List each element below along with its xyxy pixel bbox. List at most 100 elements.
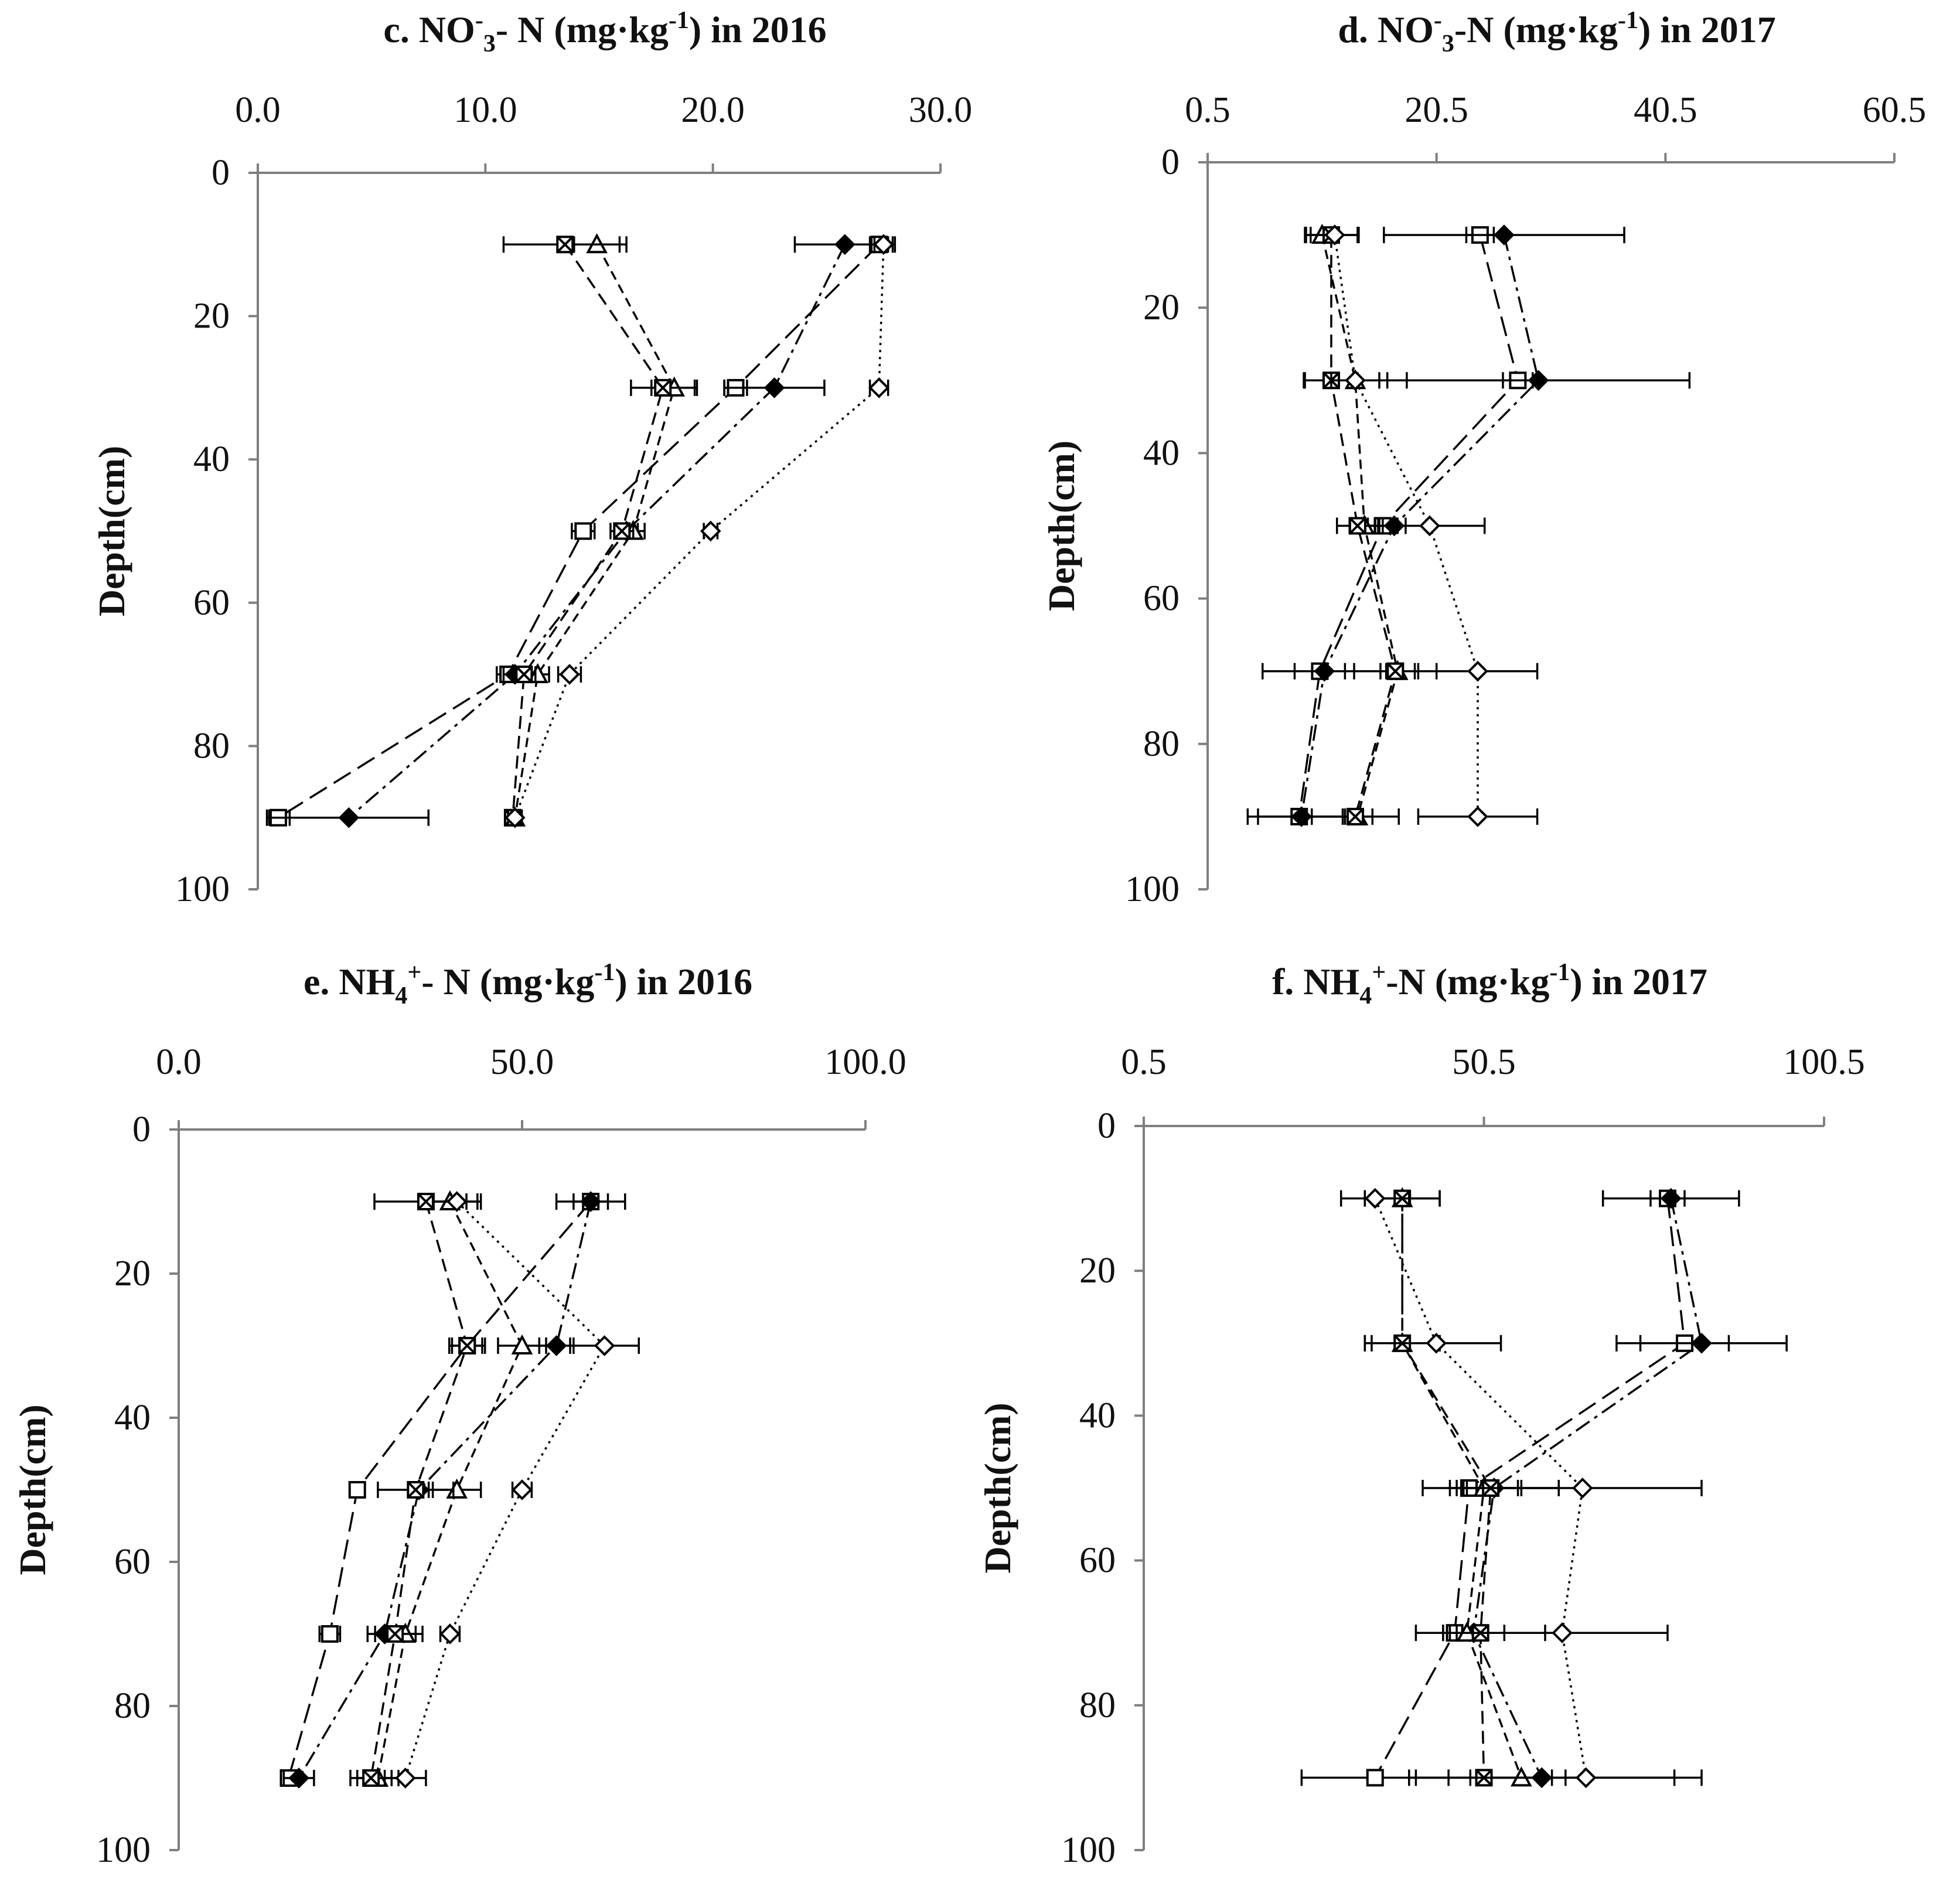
data-point [321, 1625, 339, 1643]
series-1 [265, 236, 889, 827]
data-point [556, 236, 574, 254]
y-tick-label: 0 [212, 153, 230, 193]
data-point [1426, 1332, 1447, 1354]
x-tick-label: 20.5 [1405, 90, 1468, 130]
data-point [873, 234, 894, 255]
x-tick-label: 10.0 [454, 90, 517, 130]
title-sup1: - [1434, 7, 1442, 34]
y-tick-label: 100 [1061, 1830, 1116, 1870]
y-tick-label: 40 [193, 439, 230, 479]
x-tick-label: 60.5 [1863, 90, 1927, 130]
chart-e: e. NH4+- N (mg·kg-1) in 2016 0.0 50.0 100.0… [12, 959, 906, 1870]
data-point [1419, 515, 1440, 537]
chart-d: d. NO-3-N (mg·kg-1) in 2017 0.5 20.5 40.5 60… [1041, 7, 1926, 909]
y-tick-label: 40 [114, 1398, 151, 1438]
y-tick-label: 0 [132, 1110, 151, 1149]
data-point [834, 234, 855, 255]
title-sup2: -1 [669, 7, 689, 34]
y-tick-label: 0 [1161, 142, 1180, 182]
y-axis-label: Depth(cm) [977, 1403, 1018, 1573]
chart-c: c. NO-3- N (mg·kg-1) in 2016 0.0 10.0 20.0 3… [91, 7, 973, 909]
title-sup2: -1 [1618, 7, 1638, 34]
data-point [288, 1767, 309, 1789]
title-tail: ) in 2017 [1638, 9, 1776, 50]
y-tick-label: 100 [1125, 869, 1180, 909]
data-point [386, 1625, 404, 1643]
title-mid: -N (mg·kg [1386, 961, 1549, 1002]
title-lead: f. NH [1272, 961, 1359, 1002]
data-point [1528, 370, 1549, 391]
axes: 0.5 20.5 40.5 60.5 0 20 40 60 80 100 [1125, 90, 1926, 909]
series-5 [504, 234, 894, 828]
series-line [1472, 1198, 1703, 1779]
title-sub1: 4 [1359, 982, 1372, 1009]
x-tick-label: 30.0 [909, 90, 973, 130]
data-point [511, 1334, 533, 1354]
y-tick-label: 40 [1079, 1395, 1116, 1435]
data-point [1467, 660, 1488, 682]
series-line [404, 1200, 606, 1779]
y-tick-label: 80 [114, 1686, 151, 1726]
data-point [1494, 224, 1515, 245]
panel-f: f. NH4+-N (mg·kg-1) in 2017 0.5 50.5 100.5 0… [972, 952, 1943, 1904]
data-point [439, 1623, 461, 1644]
title-lead: e. NH [304, 961, 395, 1002]
series-line [1401, 1198, 1492, 1778]
y-axis-label: Depth(cm) [12, 1404, 53, 1575]
data-point [1291, 806, 1313, 827]
data-point [1348, 517, 1366, 535]
series-5 [383, 1191, 640, 1789]
data-point [700, 520, 721, 542]
x-tick-label: 0.0 [235, 90, 281, 130]
data-point [1552, 1622, 1573, 1644]
series-line [348, 244, 846, 819]
data-point [1364, 1188, 1386, 1209]
x-tick-label: 50.5 [1452, 1042, 1516, 1082]
x-tick-label: 0.5 [1185, 90, 1230, 130]
data-point [1314, 660, 1335, 682]
y-tick-label: 20 [1143, 288, 1180, 327]
title-mid: - N (mg·kg [496, 9, 669, 50]
data-point [1575, 1767, 1597, 1789]
data-point [515, 666, 533, 684]
x-tick-label: 100.0 [824, 1042, 906, 1082]
data-point [1660, 1188, 1682, 1209]
data-point [1467, 806, 1488, 827]
data-point [1346, 807, 1364, 825]
y-tick-label: 100 [96, 1830, 151, 1870]
title-sub1: 3 [483, 30, 496, 57]
data-point [394, 1767, 416, 1789]
data-point [446, 1191, 468, 1212]
y-axis-label: Depth(cm) [91, 446, 132, 616]
data-point [580, 1191, 602, 1212]
title-lead: d. NO [1338, 9, 1434, 50]
title-lead: c. NO [383, 9, 475, 50]
series-line [298, 1201, 592, 1779]
series-line [377, 1201, 523, 1779]
series-5 [1339, 1188, 1703, 1789]
x-tick-label: 0.5 [1121, 1042, 1167, 1082]
data-point [763, 377, 785, 398]
panel-title: d. NO-3-N (mg·kg-1) in 2017 [1338, 7, 1775, 57]
y-tick-label: 20 [193, 296, 230, 336]
data-point [1345, 370, 1366, 391]
data-point [613, 522, 631, 540]
axes: 0.0 50.0 100.0 0 20 40 60 80 100 [96, 1042, 906, 1870]
panel-title: c. NO-3- N (mg·kg-1) in 2016 [383, 7, 826, 57]
panel-e: e. NH4+- N (mg·kg-1) in 2016 0.0 50.0 100.0… [0, 952, 972, 1904]
axes: 0.5 50.5 100.5 0 20 40 60 80 100 [1061, 1042, 1865, 1870]
data-point [417, 1193, 435, 1210]
data-point [362, 1769, 380, 1787]
y-axis-label: Depth(cm) [1041, 441, 1082, 611]
panel-d: d. NO-3-N (mg·kg-1) in 2017 0.5 20.5 40.5 60… [972, 0, 1943, 952]
title-sup2: -1 [1549, 959, 1570, 986]
x-tick-label: 50.0 [490, 1042, 554, 1082]
series-3 [504, 233, 698, 827]
data-point [1386, 662, 1405, 680]
data-point [1366, 1769, 1384, 1787]
y-tick-label: 100 [175, 869, 230, 909]
x-tick-label: 100.5 [1783, 1042, 1865, 1082]
data-point [868, 377, 889, 398]
